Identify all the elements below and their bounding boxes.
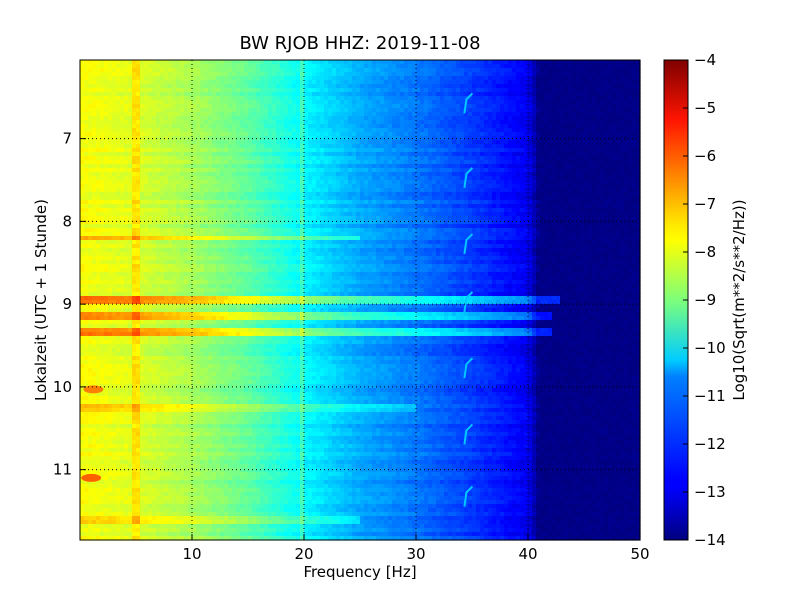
colorbar-tick-label: −14 xyxy=(694,531,726,549)
colorbar-tick-label: −10 xyxy=(694,339,726,357)
heatmap-plot-area xyxy=(80,60,641,541)
colorbar-tick-label: −5 xyxy=(694,99,716,117)
colorbar-tick-label: −11 xyxy=(694,387,726,405)
colorbar-tick-label: −9 xyxy=(694,291,716,309)
x-tick-label: 20 xyxy=(294,545,313,563)
y-tick-label: 7 xyxy=(62,130,72,148)
colorbar-tick-label: −4 xyxy=(694,51,716,69)
hook-feature xyxy=(463,485,474,507)
y-tick-label: 10 xyxy=(53,378,72,396)
hook-feature xyxy=(463,291,474,313)
y-axis-ticks: 7 8 9 10 11 xyxy=(53,130,86,479)
y-tick-label: 8 xyxy=(62,212,72,230)
colorbar-tick-label: −13 xyxy=(694,483,726,501)
x-tick-label: 10 xyxy=(182,545,201,563)
colorbar-tick-label: −12 xyxy=(694,435,726,453)
hook-feature xyxy=(463,92,474,114)
chart-title: BW RJOB HHZ: 2019-11-08 xyxy=(239,33,480,54)
plot-frame xyxy=(79,59,641,541)
hook-feature xyxy=(463,423,474,445)
y-tick-label: 9 xyxy=(62,295,72,313)
y-axis-label: Lokalzeit (UTC + 1 Stunde) xyxy=(32,199,50,401)
hook-feature xyxy=(463,357,474,379)
grid-lines xyxy=(80,60,640,540)
x-axis-label: Frequency [Hz] xyxy=(303,563,416,581)
x-tick-label: 40 xyxy=(518,545,537,563)
colorbar-tick-label: −7 xyxy=(694,195,716,213)
colorbar-tick-label: −6 xyxy=(694,147,716,165)
colorbar-tick-label: −8 xyxy=(694,243,716,261)
x-tick-label: 30 xyxy=(406,545,425,563)
hook-feature xyxy=(463,233,474,255)
x-axis-ticks: 10 20 30 40 50 xyxy=(182,534,650,563)
colorbar-ticks: −4 −5 −6 −7 −8 −9 −10 −11 −12 −13 −14 xyxy=(683,51,726,549)
x-tick-label: 50 xyxy=(630,545,649,563)
colorbar-label: Log10(Sqrt(m**2/s**2/Hz)) xyxy=(730,199,748,400)
hotspot xyxy=(81,473,102,482)
y-tick-label: 11 xyxy=(53,461,72,479)
hook-feature xyxy=(463,167,474,189)
